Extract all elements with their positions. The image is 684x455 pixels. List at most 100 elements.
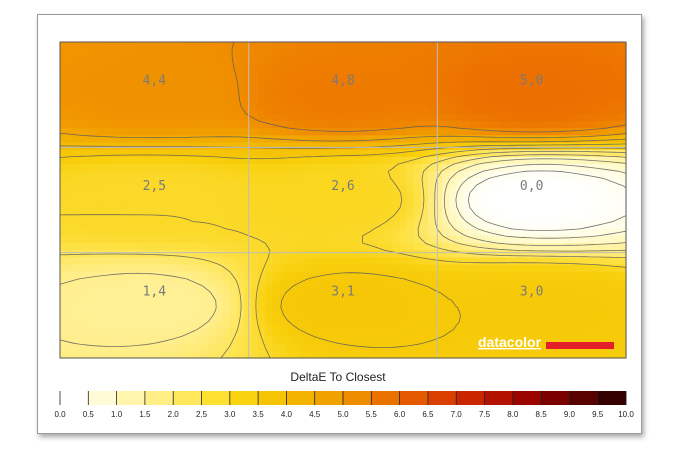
heat-cell	[137, 279, 146, 287]
colorbar-swatch	[88, 391, 117, 405]
heat-cell	[484, 49, 493, 57]
heat-cell	[314, 49, 323, 57]
heat-cell	[378, 250, 387, 259]
heat-cell	[371, 293, 379, 302]
heat-cell	[236, 350, 245, 359]
heat-cell	[456, 336, 464, 345]
heat-cell	[576, 185, 585, 194]
heat-cell	[251, 164, 259, 172]
heat-cell	[95, 329, 104, 338]
colorbar-swatch	[427, 391, 457, 405]
heat-cell	[569, 164, 578, 172]
heat-cell	[597, 207, 606, 215]
colorbar-tick-label: 4.5	[309, 410, 321, 419]
heat-cell	[548, 178, 556, 187]
heat-cell	[130, 200, 139, 208]
heat-cell	[180, 121, 188, 129]
heat-cell	[173, 164, 181, 172]
heat-cell	[597, 257, 606, 266]
heat-cell	[251, 70, 259, 79]
heat-cell	[81, 85, 89, 93]
heat-cell	[144, 322, 153, 330]
heat-cell	[321, 264, 330, 273]
heat-cell	[378, 128, 387, 136]
heat-cell	[512, 271, 521, 280]
heat-cell	[442, 264, 450, 273]
heat-cell	[484, 77, 493, 86]
heat-cell	[442, 85, 450, 93]
heat-cell	[399, 70, 408, 79]
heat-cell	[251, 192, 259, 201]
heat-cell	[505, 70, 514, 79]
heat-cell	[102, 322, 111, 330]
heat-cell	[123, 92, 132, 101]
heat-cell	[321, 271, 330, 280]
heat-cell	[456, 99, 464, 108]
heat-cell	[434, 350, 443, 359]
heat-cell	[392, 343, 401, 352]
heat-cell	[449, 271, 457, 280]
heat-cell	[307, 49, 316, 57]
heat-cell	[229, 171, 238, 180]
colorbar-tick-label: 1.0	[111, 410, 123, 419]
heat-cell	[151, 214, 160, 223]
heat-cell	[526, 228, 535, 237]
heat-cell	[151, 70, 160, 79]
heat-cell	[187, 214, 196, 223]
heat-cell	[137, 178, 146, 187]
heat-cell	[590, 329, 599, 338]
heat-cell	[201, 214, 210, 223]
heat-cell	[406, 243, 415, 251]
heat-cell	[116, 264, 125, 273]
heat-cell	[173, 243, 181, 251]
heat-cell	[265, 214, 273, 223]
heat-cell	[385, 113, 394, 122]
heat-cell	[611, 77, 620, 86]
heat-cell	[173, 336, 181, 345]
heat-cell	[243, 271, 252, 280]
heat-cell	[371, 214, 379, 223]
heat-cell	[95, 135, 104, 144]
heat-cell	[434, 314, 443, 323]
heat-cell	[215, 113, 224, 122]
heat-cell	[449, 99, 457, 108]
heat-cell	[456, 343, 464, 352]
heat-cell	[597, 142, 606, 151]
heat-cell	[81, 113, 89, 122]
heat-cell	[321, 142, 330, 151]
heat-cell	[314, 243, 323, 251]
heat-cell	[123, 164, 132, 172]
heat-cell	[498, 56, 507, 65]
heat-cell	[116, 350, 125, 359]
heat-cell	[420, 200, 429, 208]
heat-cell	[243, 171, 252, 180]
heat-cell	[406, 171, 415, 180]
heat-cell	[434, 142, 443, 151]
heat-cell	[392, 243, 401, 251]
heat-cell	[300, 178, 309, 187]
heat-cell	[307, 286, 316, 294]
heat-cell	[505, 171, 514, 180]
heat-cell	[67, 329, 75, 338]
heat-cell	[357, 142, 365, 151]
heat-cell	[293, 300, 302, 309]
heat-cell	[371, 56, 379, 65]
heat-cell	[137, 200, 146, 208]
heat-cell	[173, 92, 181, 101]
heat-cell	[392, 149, 401, 158]
heat-cell	[88, 279, 96, 287]
heat-cell	[449, 243, 457, 251]
heat-cell	[399, 149, 408, 158]
heat-cell	[618, 63, 627, 72]
heat-cell	[116, 307, 125, 316]
heat-cell	[137, 42, 146, 50]
heat-cell	[357, 128, 365, 136]
heat-cell	[116, 99, 125, 108]
heat-cell	[265, 228, 273, 237]
heat-cell	[442, 336, 450, 345]
heat-cell	[541, 307, 549, 316]
heat-cell	[385, 250, 394, 259]
heat-cell	[314, 56, 323, 65]
heat-cell	[604, 178, 613, 187]
heat-cell	[335, 142, 344, 151]
